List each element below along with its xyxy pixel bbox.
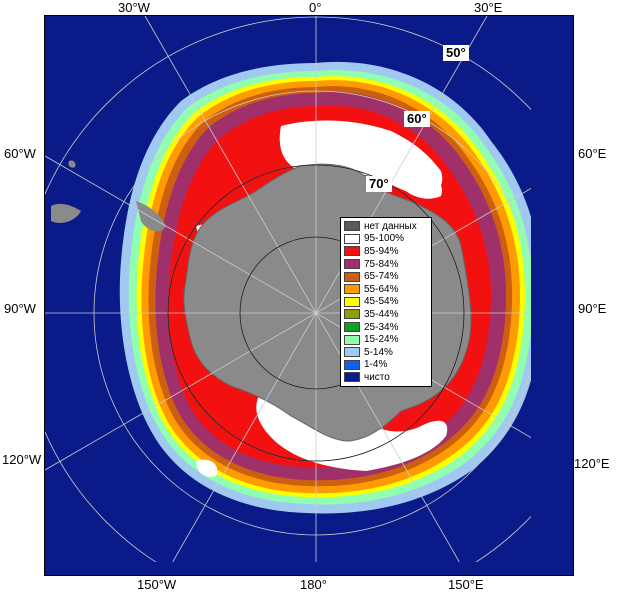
legend-label: 35-44% <box>364 308 399 320</box>
lon-label-top-30w: 30°W <box>118 0 150 15</box>
legend-label: 5-14% <box>364 346 393 358</box>
legend-item: 1-4% <box>344 359 429 372</box>
legend-item: 5-14% <box>344 346 429 359</box>
legend-item: 95-100% <box>344 233 429 246</box>
lon-label-left-120w: 120°W <box>2 452 42 467</box>
legend-swatch <box>344 347 360 358</box>
lon-label-bottom-150w: 150°W <box>137 577 177 592</box>
legend-item: 75-84% <box>344 258 429 271</box>
lat-label-60: 60° <box>404 111 430 127</box>
legend-item: 25-34% <box>344 321 429 334</box>
legend-label: 45-54% <box>364 296 399 308</box>
legend-swatch <box>344 359 360 370</box>
lat-label-50: 50° <box>443 45 469 61</box>
lon-label-top-0: 0° <box>309 0 322 15</box>
legend-label: 55-64% <box>364 283 399 295</box>
legend-swatch <box>344 372 360 383</box>
legend-swatch <box>344 334 360 345</box>
lon-label-bottom-180: 180° <box>300 577 327 592</box>
lon-label-bottom-150e: 150°E <box>448 577 484 592</box>
legend-swatch <box>344 296 360 307</box>
lat-label-70: 70° <box>366 176 392 192</box>
legend-swatch <box>344 284 360 295</box>
lon-label-top-30e: 30°E <box>474 0 503 15</box>
legend-label: 15-24% <box>364 334 399 346</box>
legend-label: нет данных <box>364 220 417 232</box>
legend: нет данных 95-100% 85-94% 75-84% 65-74% 55-64… <box>340 217 432 387</box>
legend-swatch <box>344 271 360 282</box>
legend-item: нет данных <box>344 220 429 233</box>
legend-item: 45-54% <box>344 296 429 309</box>
legend-item: 55-64% <box>344 283 429 296</box>
islands <box>51 160 81 223</box>
legend-swatch <box>344 246 360 257</box>
sea-ice-map <box>45 16 531 562</box>
legend-label: 65-74% <box>364 271 399 283</box>
legend-item: чисто <box>344 371 429 384</box>
map-frame <box>44 15 574 576</box>
lon-label-left-60w: 60°W <box>4 146 36 161</box>
legend-swatch <box>344 233 360 244</box>
legend-swatch <box>344 322 360 333</box>
legend-label: 75-84% <box>364 258 399 270</box>
legend-swatch <box>344 309 360 320</box>
legend-label: 85-94% <box>364 245 399 257</box>
legend-swatch <box>344 259 360 270</box>
legend-item: 35-44% <box>344 308 429 321</box>
lon-label-right-60e: 60°E <box>578 146 607 161</box>
legend-label: 1-4% <box>364 359 388 371</box>
legend-label: чисто <box>364 371 390 383</box>
legend-label: 25-34% <box>364 321 399 333</box>
legend-item: 15-24% <box>344 333 429 346</box>
legend-label: 95-100% <box>364 233 405 245</box>
lon-label-left-90w: 90°W <box>4 301 36 316</box>
legend-item: 65-74% <box>344 270 429 283</box>
legend-swatch <box>344 221 360 232</box>
antarctic-peninsula <box>136 201 166 232</box>
lon-label-right-90e: 90°E <box>578 301 607 316</box>
lon-label-right-120e: 120°E <box>574 456 610 471</box>
legend-item: 85-94% <box>344 245 429 258</box>
